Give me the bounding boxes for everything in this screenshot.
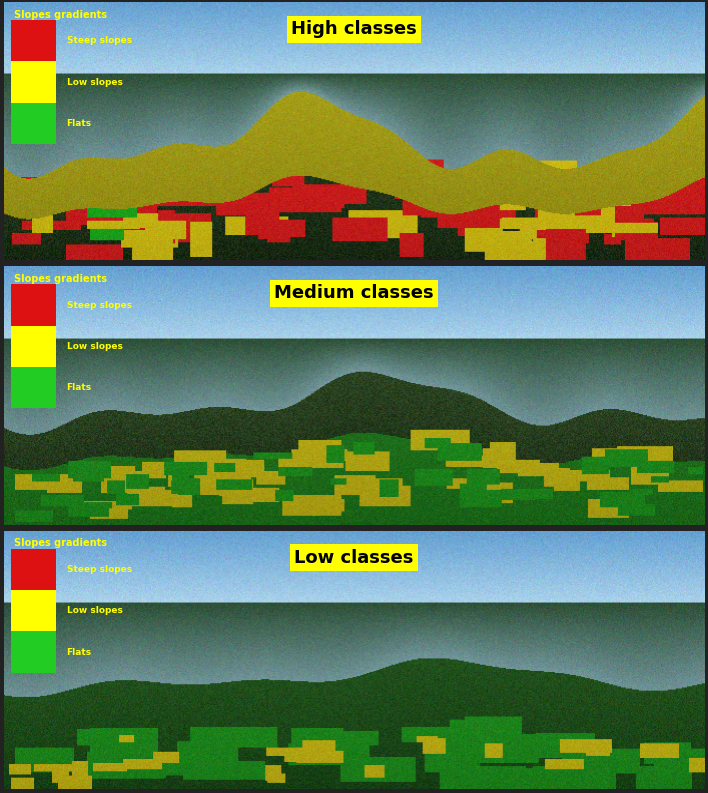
- Text: Slopes gradients: Slopes gradients: [14, 10, 107, 20]
- FancyBboxPatch shape: [11, 590, 56, 631]
- FancyBboxPatch shape: [11, 285, 56, 326]
- Text: High classes: High classes: [291, 20, 417, 38]
- Text: Steep slopes: Steep slopes: [67, 301, 132, 309]
- FancyBboxPatch shape: [11, 549, 56, 590]
- Text: Flats: Flats: [67, 119, 92, 128]
- FancyBboxPatch shape: [11, 61, 56, 103]
- FancyBboxPatch shape: [11, 20, 56, 61]
- Text: Flats: Flats: [67, 383, 92, 393]
- Text: Steep slopes: Steep slopes: [67, 565, 132, 574]
- FancyBboxPatch shape: [11, 631, 56, 672]
- Text: Slopes gradients: Slopes gradients: [14, 274, 107, 284]
- FancyBboxPatch shape: [11, 367, 56, 408]
- Text: Slopes gradients: Slopes gradients: [14, 538, 107, 549]
- Text: Low slopes: Low slopes: [67, 342, 122, 351]
- Text: Flats: Flats: [67, 648, 92, 657]
- FancyBboxPatch shape: [11, 103, 56, 144]
- Text: Low slopes: Low slopes: [67, 607, 122, 615]
- FancyBboxPatch shape: [11, 326, 56, 367]
- Text: Low slopes: Low slopes: [67, 78, 122, 86]
- Text: Medium classes: Medium classes: [274, 285, 434, 302]
- Text: Low classes: Low classes: [295, 549, 413, 567]
- Text: Steep slopes: Steep slopes: [67, 36, 132, 45]
